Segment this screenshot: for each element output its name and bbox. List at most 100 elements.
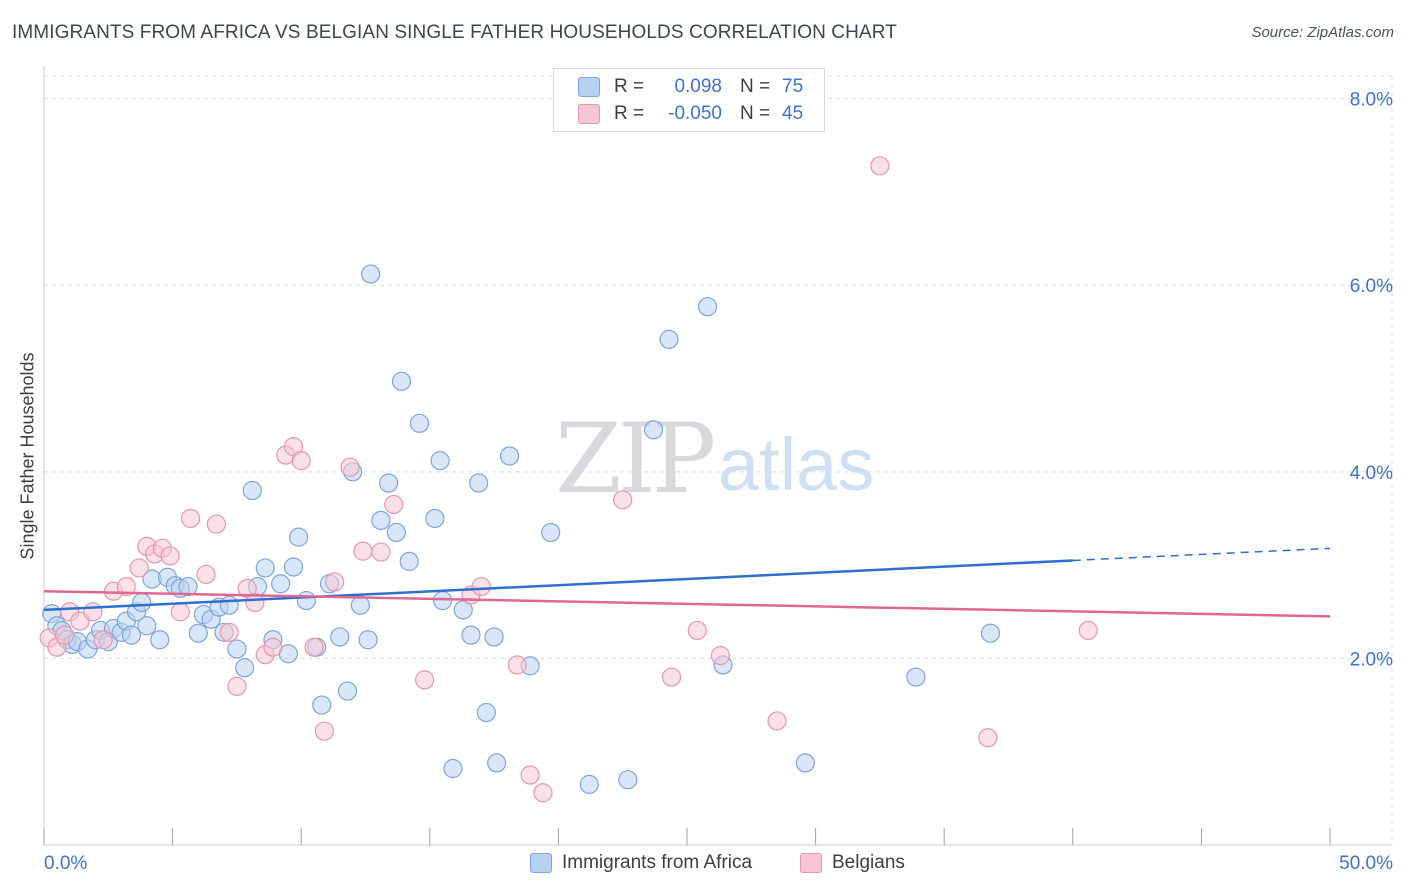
data-point bbox=[453, 600, 473, 620]
bottom-legend-africa: Immigrants from Africa bbox=[530, 852, 752, 874]
axes bbox=[43, 66, 1392, 846]
legend-n-label: N = bbox=[740, 76, 771, 97]
data-point bbox=[415, 670, 435, 690]
series-immigrants-from-africa bbox=[42, 264, 1001, 794]
data-point bbox=[289, 527, 309, 547]
data-point bbox=[245, 592, 265, 613]
y-tick-label: 4.0% bbox=[1350, 463, 1393, 484]
data-point bbox=[379, 473, 399, 493]
data-point bbox=[386, 522, 406, 543]
data-point bbox=[384, 494, 404, 515]
tick-labels: 2.0% 4.0% 6.0% 8.0% 0.0% 50.0% bbox=[44, 90, 1393, 874]
data-point bbox=[83, 602, 103, 622]
data-point bbox=[443, 758, 463, 779]
data-point bbox=[579, 774, 599, 794]
trend-line-africa-extension bbox=[1072, 547, 1331, 562]
bottom-legend-label: Belgians bbox=[832, 852, 905, 873]
data-point bbox=[476, 702, 496, 723]
data-point bbox=[271, 574, 291, 594]
data-point bbox=[242, 480, 262, 501]
data-point bbox=[137, 616, 157, 636]
data-point bbox=[337, 681, 358, 701]
trend-lines bbox=[43, 547, 1331, 618]
legend-r-label: R = bbox=[614, 76, 645, 97]
legend-n-value: 45 bbox=[782, 103, 804, 124]
data-point bbox=[219, 622, 239, 642]
correlation-legend: R = 0.098 N = 75 R = -0.050 N = 45 bbox=[553, 68, 825, 132]
trend-line-africa bbox=[43, 559, 1073, 612]
data-point bbox=[533, 783, 553, 803]
series-belgians bbox=[39, 156, 1098, 803]
trend-line-belgians bbox=[43, 589, 1331, 618]
data-point bbox=[227, 676, 247, 697]
watermark: ZIP atlas bbox=[555, 403, 874, 515]
legend-r-value: 0.098 bbox=[674, 76, 722, 97]
data-point bbox=[371, 510, 391, 530]
data-point bbox=[487, 753, 507, 773]
data-point bbox=[767, 711, 787, 731]
data-point bbox=[978, 728, 998, 748]
data-point bbox=[870, 156, 890, 176]
data-point bbox=[484, 627, 504, 647]
data-point bbox=[1078, 620, 1098, 641]
legend-n-label: N = bbox=[740, 103, 771, 124]
y-tick-label: 8.0% bbox=[1350, 90, 1393, 111]
data-point bbox=[263, 637, 283, 657]
data-point bbox=[358, 630, 378, 650]
data-point bbox=[291, 451, 311, 471]
data-point bbox=[312, 695, 332, 715]
data-point bbox=[409, 413, 430, 433]
data-point bbox=[160, 546, 180, 566]
legend-swatch-pink bbox=[578, 104, 600, 124]
x-tick-label: 0.0% bbox=[44, 853, 87, 874]
data-point bbox=[283, 557, 304, 577]
data-point bbox=[206, 514, 226, 534]
data-point bbox=[618, 770, 638, 790]
data-point bbox=[687, 620, 707, 641]
data-point bbox=[361, 264, 381, 284]
data-point bbox=[430, 451, 450, 471]
data-point bbox=[235, 658, 255, 678]
y-axis-label: Single Father Households bbox=[17, 352, 38, 560]
chart-title: IMMIGRANTS FROM AFRICA VS BELGIAN SINGLE… bbox=[12, 22, 897, 43]
data-point bbox=[121, 625, 142, 645]
data-point bbox=[314, 721, 334, 741]
data-point bbox=[255, 558, 275, 578]
data-point bbox=[181, 508, 201, 529]
x-tick-label: 50.0% bbox=[1339, 853, 1393, 874]
data-point bbox=[371, 542, 391, 562]
legend-row-belgians: R = -0.050 N = 45 bbox=[578, 102, 803, 126]
data-point bbox=[433, 590, 453, 611]
data-point bbox=[150, 630, 170, 650]
legend-row-africa: R = 0.098 N = 75 bbox=[578, 75, 803, 99]
data-point bbox=[93, 630, 113, 650]
data-point bbox=[304, 637, 324, 657]
watermark-zip: ZIP bbox=[555, 403, 714, 515]
data-point bbox=[178, 576, 198, 597]
data-point bbox=[471, 576, 491, 597]
data-point bbox=[129, 558, 149, 578]
data-point bbox=[980, 623, 1001, 643]
bottom-legend-belgians: Belgians bbox=[800, 852, 905, 874]
data-point bbox=[227, 639, 247, 659]
data-point bbox=[54, 625, 75, 645]
data-point bbox=[132, 592, 152, 613]
data-point bbox=[613, 490, 633, 510]
data-point bbox=[219, 595, 239, 615]
data-point bbox=[399, 551, 419, 571]
data-point bbox=[391, 371, 412, 391]
y-tick-label: 6.0% bbox=[1350, 276, 1393, 297]
data-point bbox=[541, 522, 561, 543]
bottom-legend-swatch-blue bbox=[530, 853, 552, 873]
legend-r-label: R = bbox=[614, 103, 645, 124]
data-point bbox=[461, 625, 481, 645]
data-point bbox=[710, 646, 731, 666]
data-point bbox=[906, 667, 926, 687]
data-point bbox=[325, 572, 345, 592]
data-point bbox=[350, 595, 370, 615]
data-point bbox=[661, 667, 682, 687]
data-point bbox=[795, 753, 815, 773]
bottom-legend-label: Immigrants from Africa bbox=[562, 852, 753, 873]
data-point bbox=[643, 420, 664, 440]
